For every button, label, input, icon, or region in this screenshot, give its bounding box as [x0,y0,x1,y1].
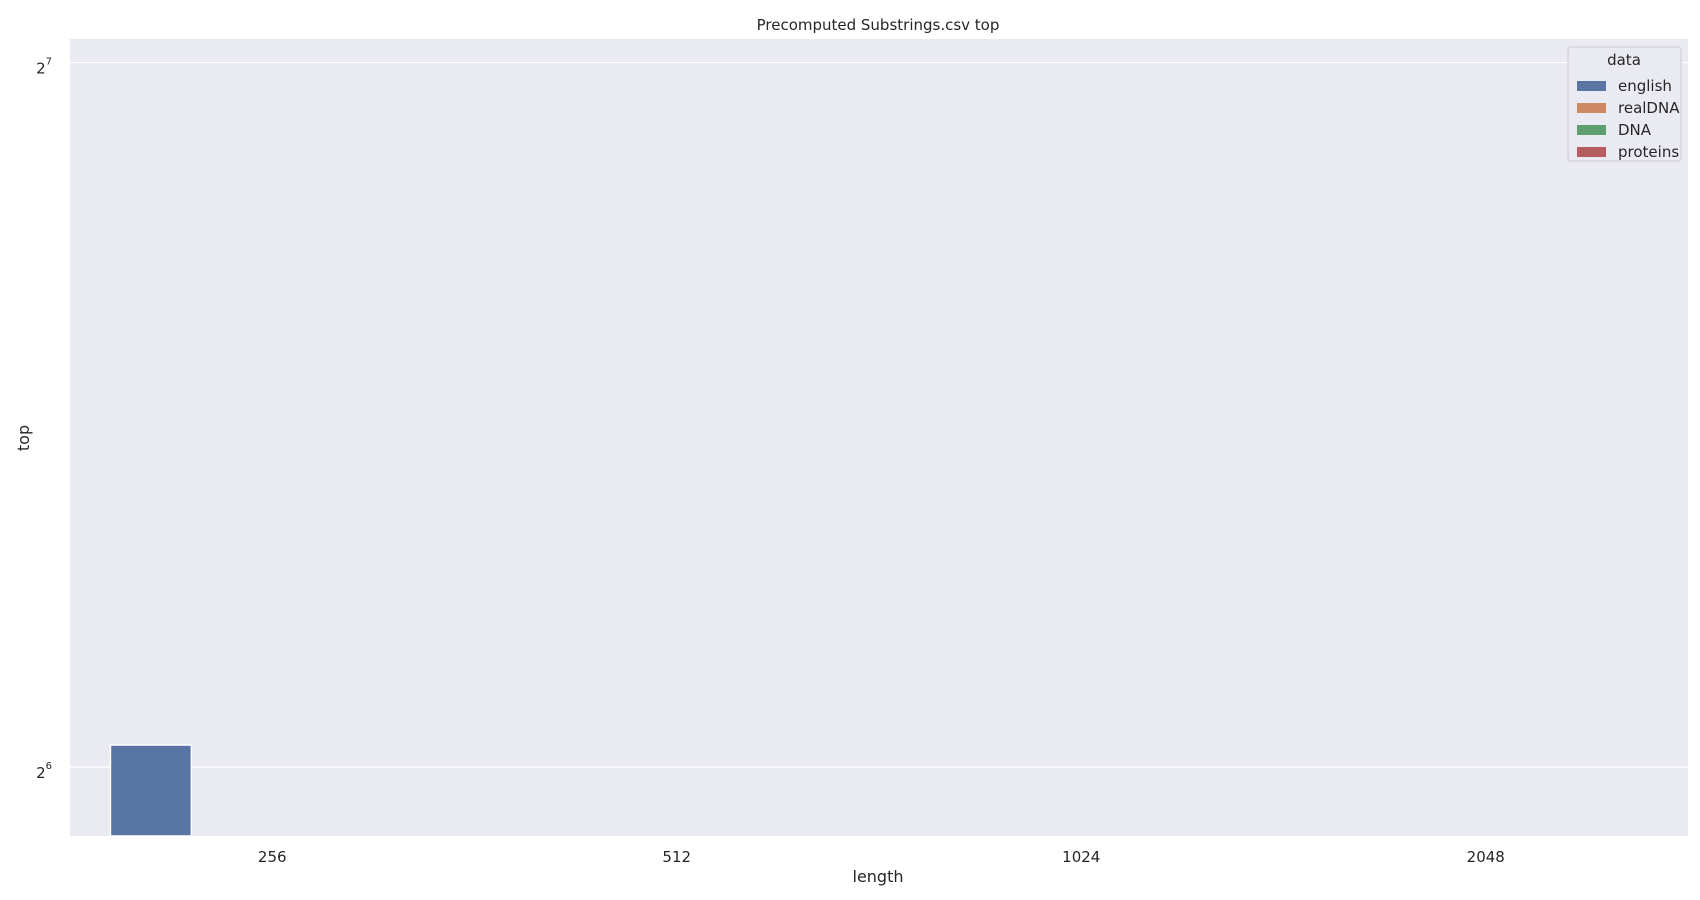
y-tick-label: 27 [36,57,52,78]
x-tick-label: 256 [258,848,287,866]
legend-label-realDNA: realDNA [1618,99,1680,117]
legend-title: data [1607,51,1641,69]
legend-label-DNA: DNA [1618,121,1652,139]
legend-swatch-english [1577,81,1606,91]
bar-english [109,744,193,837]
legend-swatch-proteins [1577,147,1606,157]
gridlines [70,61,1688,768]
plot-area [70,39,1688,836]
x-tick-label: 1024 [1062,848,1100,866]
x-axis: 256 512 1024 2048 [258,848,1505,866]
y-axis-label: top [14,425,33,451]
legend-swatch-realDNA [1577,103,1606,113]
y-axis: 26 27 [36,57,52,782]
bars [109,744,193,837]
x-axis-label: length [853,867,904,886]
x-tick-label: 512 [662,848,691,866]
legend-label-english: english [1618,77,1672,95]
y-tick-label: 26 [36,761,52,782]
chart-title: Precomputed Substrings.csv top [757,16,1000,34]
legend-label-proteins: proteins [1618,143,1679,161]
legend: data english realDNA DNA proteins [1567,46,1682,162]
x-tick-label: 2048 [1467,848,1505,866]
legend-swatch-DNA [1577,125,1606,135]
